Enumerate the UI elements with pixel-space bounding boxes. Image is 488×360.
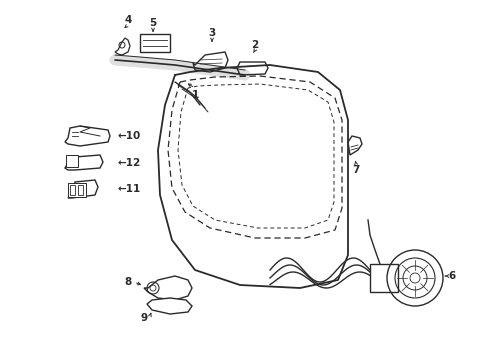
Polygon shape — [115, 38, 130, 55]
Polygon shape — [65, 155, 103, 170]
Polygon shape — [143, 276, 192, 300]
FancyBboxPatch shape — [68, 183, 86, 197]
Polygon shape — [237, 62, 267, 75]
Text: 5: 5 — [149, 18, 156, 28]
Text: ←11: ←11 — [118, 184, 141, 194]
FancyBboxPatch shape — [369, 264, 397, 292]
Text: 4: 4 — [124, 15, 131, 25]
FancyBboxPatch shape — [78, 185, 83, 195]
Polygon shape — [147, 298, 192, 314]
FancyBboxPatch shape — [66, 155, 78, 167]
Text: 2: 2 — [251, 40, 258, 50]
FancyBboxPatch shape — [140, 34, 170, 52]
Polygon shape — [68, 180, 98, 198]
Text: 8: 8 — [124, 277, 132, 287]
Text: 3: 3 — [208, 28, 215, 38]
FancyBboxPatch shape — [70, 185, 75, 195]
Polygon shape — [347, 136, 361, 155]
Text: ←10: ←10 — [118, 131, 141, 141]
Text: 6: 6 — [447, 271, 454, 281]
Polygon shape — [65, 126, 110, 146]
Polygon shape — [193, 52, 227, 72]
Text: ←12: ←12 — [118, 158, 141, 168]
Text: 9: 9 — [141, 313, 148, 323]
Text: 1: 1 — [191, 90, 198, 100]
Text: 7: 7 — [351, 165, 359, 175]
